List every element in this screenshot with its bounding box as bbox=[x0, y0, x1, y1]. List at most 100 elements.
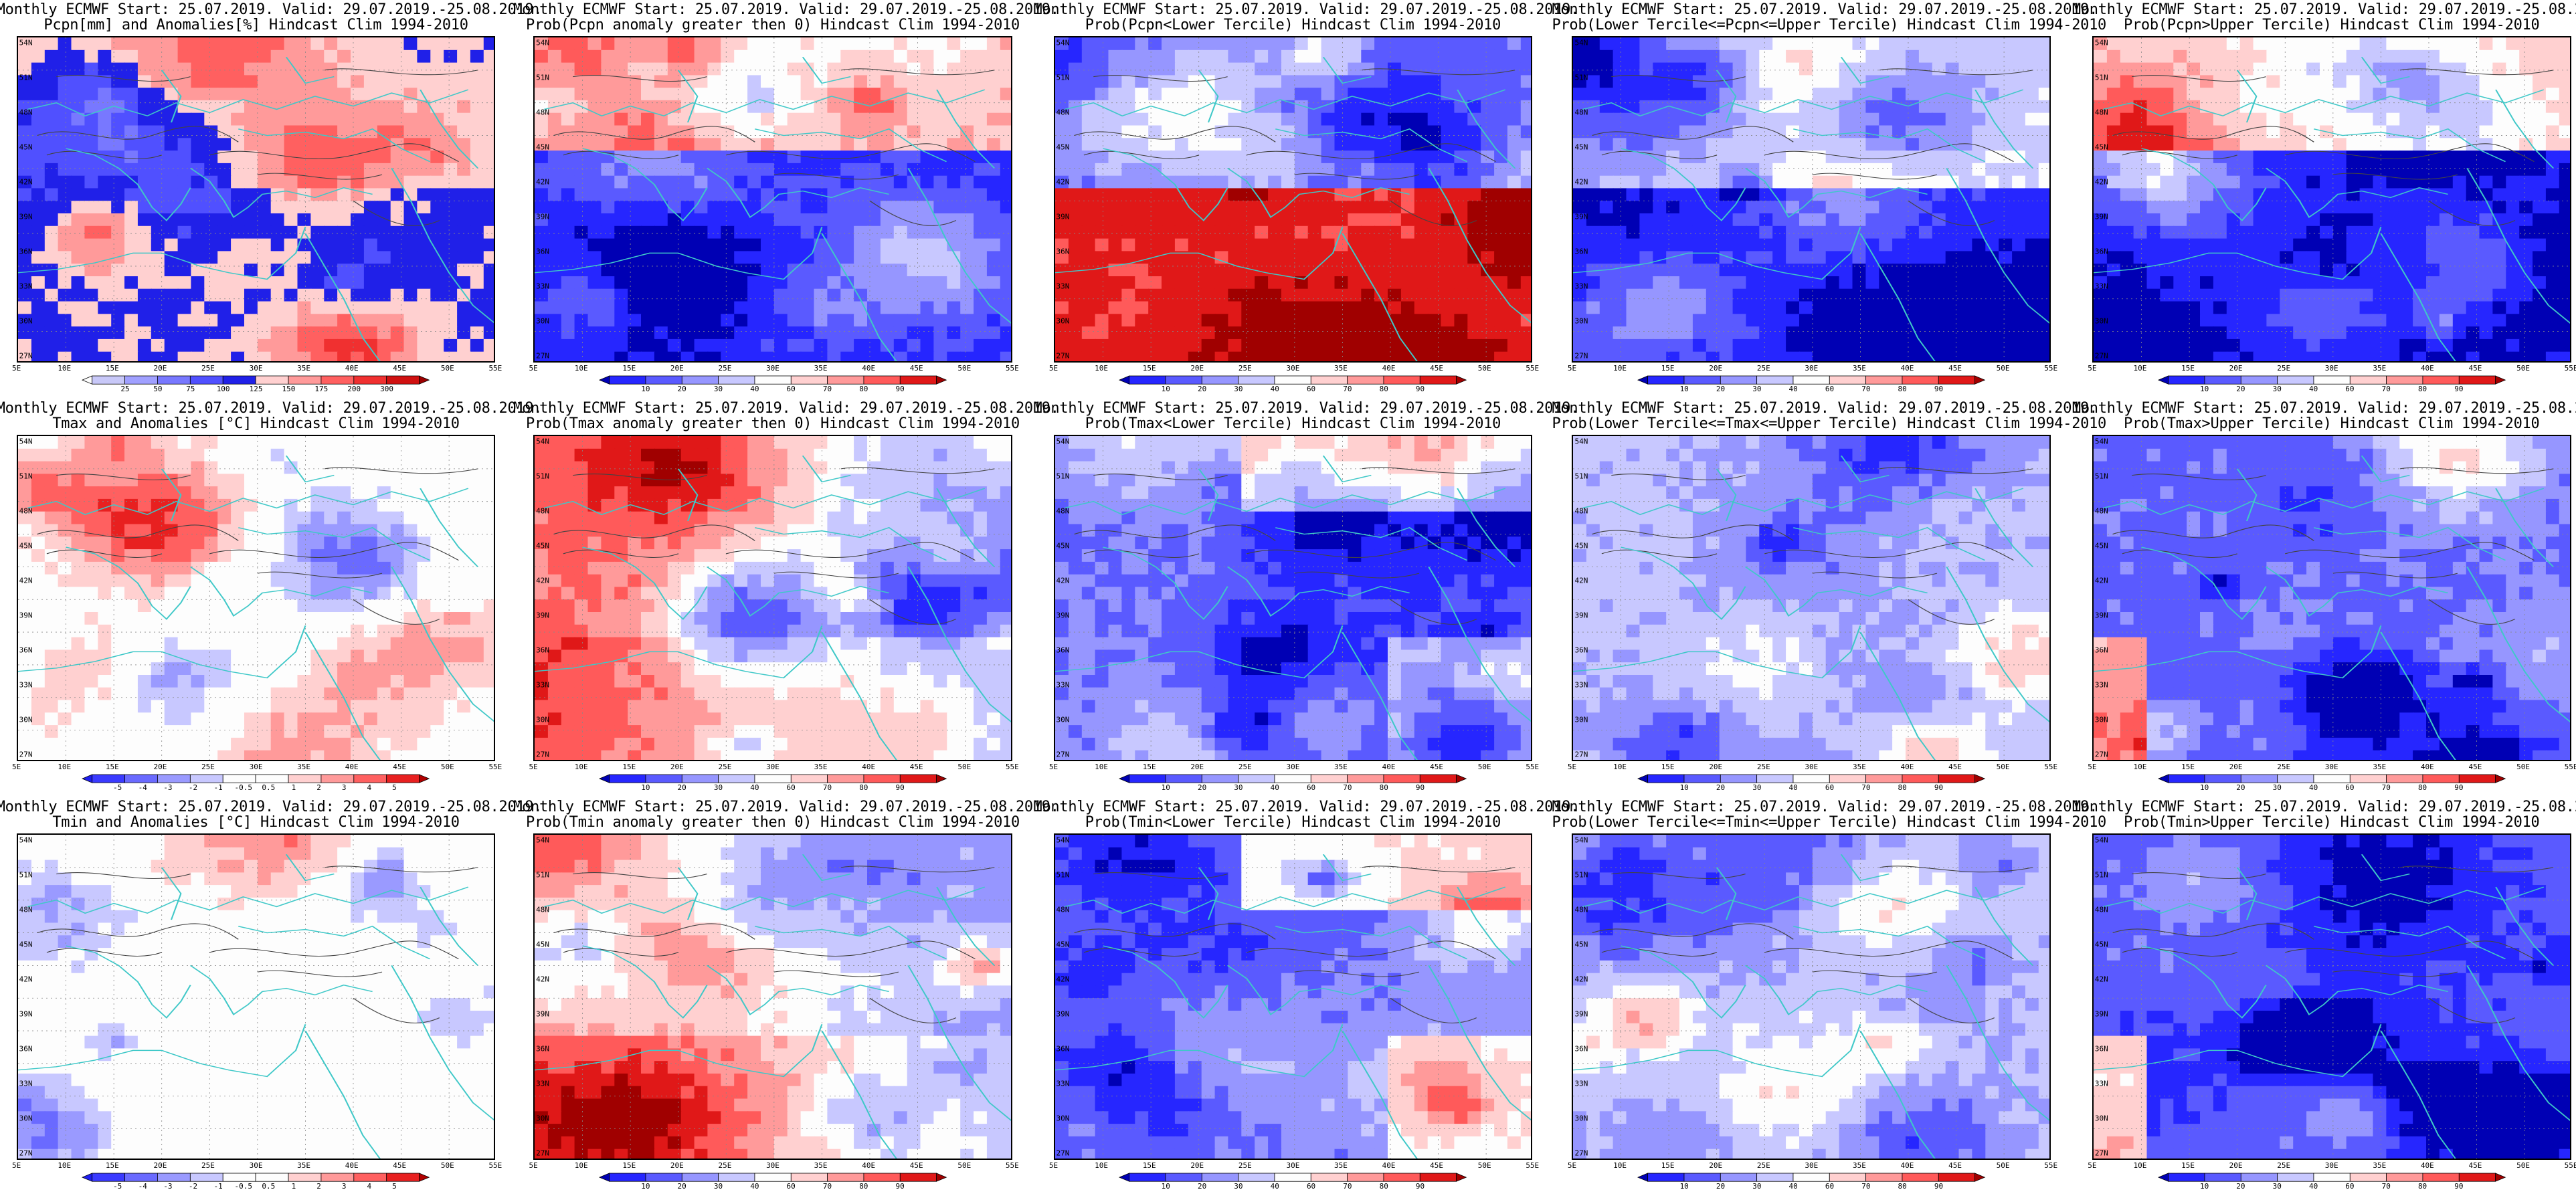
map-frame bbox=[1572, 833, 2051, 1161]
latitude-tick: 39N bbox=[1056, 1009, 1070, 1019]
colorbar-label: 90 bbox=[2454, 1181, 2464, 1191]
longitude-tick: 45E bbox=[1948, 763, 1962, 772]
coastline bbox=[1341, 1030, 1418, 1159]
latitude-tick: 27N bbox=[2094, 750, 2108, 759]
contour-line bbox=[1611, 872, 1746, 879]
map-frame bbox=[1053, 833, 1533, 1161]
longitude-tick: 40E bbox=[345, 364, 359, 373]
colorbar-label: 70 bbox=[1861, 1181, 1871, 1191]
colorbar-segment bbox=[2276, 774, 2314, 783]
longitude-tick: 50E bbox=[440, 763, 454, 772]
longitude-tick: 10E bbox=[1613, 763, 1627, 772]
colorbar bbox=[598, 774, 947, 783]
latitude-tick: 36N bbox=[1056, 1044, 1070, 1054]
panel-title-line2: Prob(Tmax<Lower Tercile) Hindcast Clim 1… bbox=[1085, 415, 1501, 432]
colorbar-arrow-low bbox=[82, 375, 93, 385]
colorbar-segment bbox=[1865, 774, 1903, 783]
longitude-tick: 30E bbox=[1286, 364, 1300, 373]
longitude-tick: 35E bbox=[1334, 1161, 1348, 1171]
colorbar-label: 80 bbox=[1898, 384, 1907, 393]
coastline bbox=[1841, 56, 1890, 84]
longitude-tick: 35E bbox=[1334, 763, 1348, 772]
colorbar-label: 30 bbox=[2272, 384, 2282, 393]
colorbar-segment bbox=[1238, 774, 1275, 783]
longitude-tick: 5E bbox=[1567, 1161, 1577, 1171]
latitude-tick: 42N bbox=[19, 177, 33, 187]
colorbar-label: -1 bbox=[213, 1181, 223, 1191]
longitude-tick: 55E bbox=[2564, 364, 2576, 373]
colorbar-label: 40 bbox=[1788, 1181, 1798, 1191]
latitude-tick: 54N bbox=[1056, 437, 1070, 446]
colorbar-label: 60 bbox=[2345, 1181, 2355, 1191]
latitude-tick: 48N bbox=[1574, 506, 1588, 516]
colorbar-segment bbox=[1938, 375, 1976, 385]
colorbar-segment bbox=[1311, 375, 1348, 385]
colorbar-segment bbox=[1720, 375, 1758, 385]
longitude-tick: 5E bbox=[2088, 364, 2097, 373]
longitude-tick: 50E bbox=[2516, 1161, 2530, 1171]
longitude-tick: 25E bbox=[1756, 364, 1770, 373]
longitude-tick: 5E bbox=[1048, 1161, 1059, 1171]
colorbar-label: 90 bbox=[2454, 384, 2464, 393]
colorbar-label: 20 bbox=[1197, 1181, 1207, 1191]
colorbar-segment bbox=[1420, 375, 1457, 385]
longitude-tick: 30E bbox=[1286, 763, 1300, 772]
colorbar-label: 60 bbox=[1306, 384, 1316, 393]
colorbar-segment bbox=[718, 375, 755, 385]
coastline bbox=[1064, 488, 1505, 515]
contour-line bbox=[553, 923, 755, 940]
coastline bbox=[161, 468, 182, 521]
coastline bbox=[1226, 167, 1410, 218]
coastline bbox=[677, 70, 699, 122]
graticule bbox=[17, 435, 494, 761]
colorbar-segment bbox=[2349, 1173, 2387, 1182]
colorbar-segment bbox=[1129, 1173, 1166, 1182]
colorbar-segment bbox=[1829, 774, 1867, 783]
colorbar-segment bbox=[2313, 774, 2351, 783]
coastline bbox=[2495, 886, 2554, 966]
colorbar-segment bbox=[157, 774, 191, 783]
longitude-tick: 30E bbox=[1805, 364, 1819, 373]
panel-title-line2: Prob(Tmin>Upper Tercile) Hindcast Clim 1… bbox=[2124, 813, 2540, 831]
colorbar-segment bbox=[1202, 1173, 1239, 1182]
graticule bbox=[535, 834, 1011, 1159]
coastline bbox=[1841, 854, 1890, 881]
coastline bbox=[2265, 167, 2448, 218]
colorbar-segment bbox=[1274, 375, 1311, 385]
longitude-tick: 55E bbox=[2564, 763, 2576, 772]
longitude-tick: 15E bbox=[105, 364, 119, 373]
latitude-tick: 45N bbox=[1574, 142, 1588, 152]
coastline bbox=[802, 455, 851, 482]
longitude-tick: 40E bbox=[2420, 364, 2434, 373]
anomaly-field bbox=[17, 834, 494, 1159]
longitude-tick: 5E bbox=[1567, 364, 1577, 373]
contour-line bbox=[726, 940, 976, 959]
colorbar-segment bbox=[1347, 375, 1384, 385]
contour-line bbox=[1764, 541, 2015, 561]
latitude-tick: 36N bbox=[536, 645, 550, 655]
forecast-field-map bbox=[17, 37, 494, 362]
contour-line bbox=[2399, 466, 2554, 474]
contour-line bbox=[1093, 872, 1228, 879]
colorbar-arrow-low bbox=[1119, 774, 1130, 783]
anomaly-field bbox=[1573, 435, 2050, 761]
colorbar-segment bbox=[190, 774, 224, 783]
longitude-tick: 30E bbox=[2324, 364, 2338, 373]
longitude-tick: 25E bbox=[201, 364, 215, 373]
panel-title-line1: Monthly ECMWF Start: 25.07.2019. Valid: … bbox=[2072, 399, 2576, 417]
longitude-tick: 55E bbox=[488, 763, 502, 772]
longitude-tick: 45E bbox=[2468, 1161, 2482, 1171]
colorbar-label: 40 bbox=[750, 1181, 759, 1191]
coastline bbox=[238, 128, 430, 162]
colorbar-segment bbox=[256, 774, 289, 783]
coastline bbox=[161, 70, 182, 122]
coastline bbox=[2495, 488, 2554, 567]
coastline bbox=[1275, 128, 1467, 162]
coastline bbox=[2466, 167, 2570, 324]
latitude-tick: 42N bbox=[19, 975, 33, 984]
coastline bbox=[17, 625, 306, 678]
colorbar-segment bbox=[1902, 375, 1939, 385]
colorbar-label: 90 bbox=[1934, 1181, 1944, 1191]
longitude-tick: 5E bbox=[12, 364, 21, 373]
colorbar-segment bbox=[1647, 774, 1685, 783]
